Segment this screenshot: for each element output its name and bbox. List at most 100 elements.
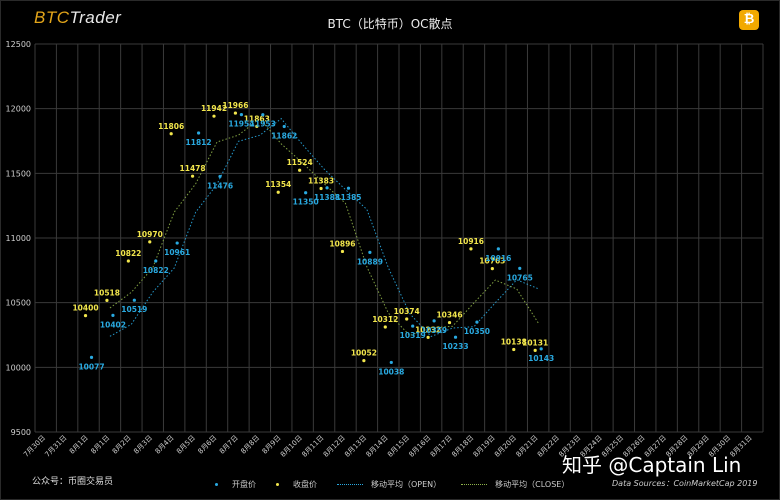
close-data-label: 10970 xyxy=(137,230,163,239)
open-point xyxy=(196,131,201,135)
y-tick-label: 11000 xyxy=(6,234,31,243)
open-data-label: 10916 xyxy=(485,254,511,263)
open-point xyxy=(132,298,136,302)
open-data-label: 11388 xyxy=(314,193,340,202)
y-tick-label: 12000 xyxy=(6,105,31,114)
close-point xyxy=(105,298,109,302)
open-data-label: 10961 xyxy=(164,248,190,257)
close-data-label: 11354 xyxy=(265,180,291,189)
close-point xyxy=(126,259,130,263)
close-data-label: 11966 xyxy=(222,101,248,110)
bitcoin-icon: ₿ xyxy=(739,10,759,30)
open-data-label: 11385 xyxy=(335,193,361,202)
open-point xyxy=(282,124,286,129)
close-point xyxy=(362,359,366,363)
open-point xyxy=(89,355,94,359)
close-data-label: 10346 xyxy=(436,311,462,320)
y-tick-label: 11500 xyxy=(6,169,31,178)
close-data-label: 11806 xyxy=(158,122,184,131)
x-tick-label: 8月21日 xyxy=(515,434,540,459)
close-point xyxy=(512,347,516,352)
close-data-label: 10763 xyxy=(479,257,505,266)
close-point xyxy=(212,114,216,118)
open-point xyxy=(175,241,179,245)
open-data-label: 10143 xyxy=(528,354,554,363)
close-point xyxy=(426,335,430,339)
x-tick-label: 8月16日 xyxy=(408,434,433,459)
close-point xyxy=(319,186,323,191)
x-tick-label: 8月5日 xyxy=(175,434,197,456)
open-point xyxy=(111,313,115,317)
x-tick-label: 8月14日 xyxy=(365,434,390,459)
x-tick-label: 7月30日 xyxy=(22,434,47,459)
legend-dot-close-icon xyxy=(276,483,279,486)
close-point xyxy=(447,320,452,325)
open-data-label: 11476 xyxy=(207,181,233,190)
close-data-label: 11524 xyxy=(287,158,313,167)
x-tick-label: 8月13日 xyxy=(343,434,368,459)
close-point xyxy=(148,240,152,244)
close-data-label: 11383 xyxy=(308,176,334,185)
close-point xyxy=(405,317,409,321)
ma-open-line xyxy=(109,117,539,338)
close-data-label: 10822 xyxy=(115,249,141,258)
y-tick-label: 10500 xyxy=(6,299,31,308)
x-tick-label: 8月7日 xyxy=(218,434,240,456)
x-tick-label: 8月4日 xyxy=(154,434,176,456)
x-tick-label: 8月20日 xyxy=(493,434,518,459)
close-data-label: 10518 xyxy=(94,288,120,297)
x-tick-label: 8月18日 xyxy=(450,434,475,459)
legend-item-close: 收盘价 xyxy=(276,479,317,490)
y-tick-label: 10000 xyxy=(6,363,31,372)
open-data-label: 10402 xyxy=(100,320,126,329)
x-tick-label: 8月22日 xyxy=(536,434,561,459)
x-tick-label: 8月11日 xyxy=(300,434,325,459)
open-point xyxy=(389,360,393,365)
open-data-label: 10889 xyxy=(357,257,383,266)
open-data-label: 11812 xyxy=(186,138,212,147)
close-data-label: 10052 xyxy=(351,349,377,358)
x-tick-label: 8月8日 xyxy=(239,434,261,456)
open-data-label: 11954 xyxy=(228,120,254,129)
close-point xyxy=(190,174,195,178)
x-tick-label: 8月3日 xyxy=(132,434,154,456)
open-point xyxy=(539,347,543,351)
legend-label-open: 开盘价 xyxy=(232,480,256,489)
close-point xyxy=(169,132,173,136)
open-point xyxy=(368,250,372,254)
close-data-label: 10232 xyxy=(415,325,441,334)
close-point xyxy=(298,168,302,172)
open-point xyxy=(346,186,351,190)
open-point xyxy=(453,335,458,339)
open-point xyxy=(475,320,479,324)
ma-close-line xyxy=(109,117,539,337)
legend-dot-open-icon xyxy=(215,483,218,486)
legend-line-ma-close-icon xyxy=(461,484,488,485)
open-data-label: 10765 xyxy=(507,273,533,282)
close-data-label: 11863 xyxy=(244,114,270,123)
legend-label-ma-close: 移动平均（CLOSE） xyxy=(495,480,570,489)
x-tick-label: 8月15日 xyxy=(386,434,411,459)
chart-legend: 开盘价 收盘价 移动平均（OPEN） 移动平均（CLOSE） xyxy=(215,479,589,490)
legend-item-open: 开盘价 xyxy=(215,479,256,490)
wechat-label: 公众号：币圈交易员 xyxy=(32,477,114,487)
open-point xyxy=(304,191,308,195)
close-point xyxy=(276,190,280,194)
open-data-label: 11350 xyxy=(293,198,319,207)
open-data-label: 10038 xyxy=(378,367,404,376)
close-data-label: 10896 xyxy=(329,239,355,248)
close-data-label: 10312 xyxy=(372,315,398,324)
legend-item-ma-open: 移动平均（OPEN） xyxy=(337,479,441,490)
close-data-label: 10374 xyxy=(394,307,420,316)
x-tick-label: 7月31日 xyxy=(44,434,69,459)
close-point xyxy=(233,111,238,115)
close-data-label: 11478 xyxy=(180,164,206,173)
open-point xyxy=(432,319,436,323)
x-tick-label: 8月17日 xyxy=(429,434,454,459)
legend-label-ma-open: 移动平均（OPEN） xyxy=(371,480,442,489)
close-point xyxy=(469,247,473,251)
x-tick-label: 8月19日 xyxy=(472,434,497,459)
watermark: 知乎 @Captain Lin xyxy=(562,453,742,477)
open-data-label: 10319 xyxy=(400,331,426,340)
open-data-label: 10822 xyxy=(143,266,169,275)
